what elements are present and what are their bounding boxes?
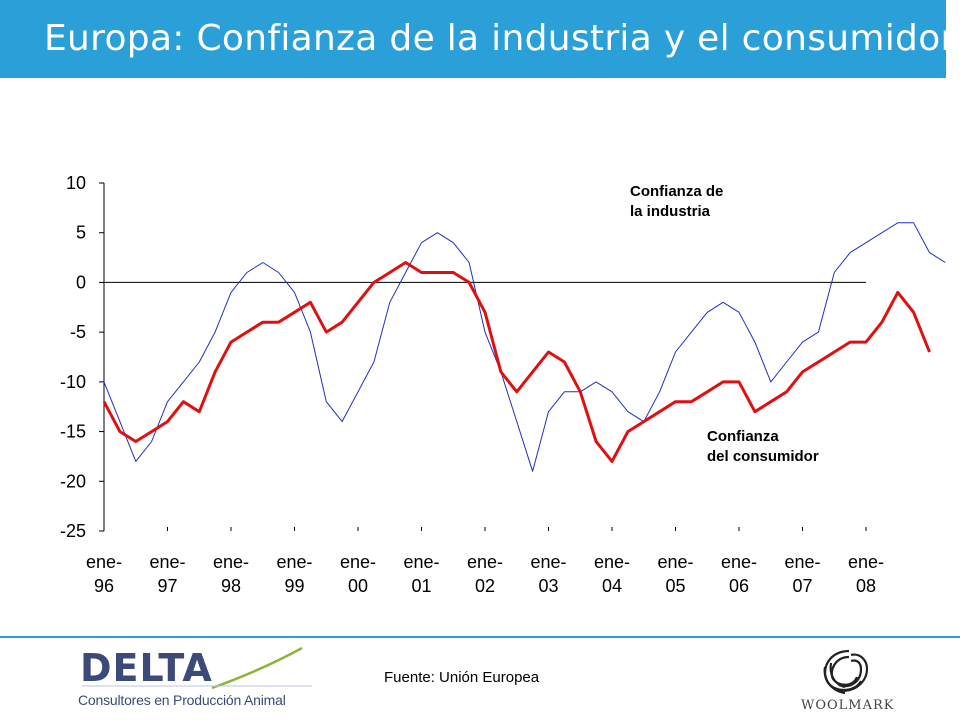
x-tick-label-year: 02 xyxy=(475,576,495,596)
x-tick-label-month: ene- xyxy=(340,552,376,572)
y-tick-label: 5 xyxy=(76,223,86,243)
y-tick-label: 0 xyxy=(76,272,86,292)
line-chart: 1050-5-10-15-20-25ene-96ene-97ene-98ene-… xyxy=(60,173,946,596)
x-tick-label-month: ene- xyxy=(594,552,630,572)
delta-swoosh-graphic xyxy=(82,646,312,690)
x-tick-label-year: 96 xyxy=(94,576,114,596)
x-tick-label-year: 06 xyxy=(729,576,749,596)
x-tick-label-month: ene- xyxy=(721,552,757,572)
y-tick-label: -10 xyxy=(60,372,86,392)
woolmark-logo: WOOLMARK xyxy=(795,645,905,720)
industry-series-label: la industria xyxy=(630,203,711,220)
consumer-confidence-line xyxy=(102,261,931,463)
x-tick-label-year: 99 xyxy=(284,576,304,596)
y-tick-label: 10 xyxy=(66,173,86,193)
y-tick-label: -25 xyxy=(60,521,86,541)
industry-confidence-line xyxy=(103,222,946,472)
x-tick-label-year: 05 xyxy=(665,576,685,596)
delta-logo-subtitle: Consultores en Producción Animal xyxy=(78,692,286,708)
x-tick-label-year: 03 xyxy=(538,576,558,596)
x-tick-label-year: 98 xyxy=(221,576,241,596)
x-tick-label-month: ene- xyxy=(467,552,503,572)
x-tick-label-month: ene- xyxy=(784,552,820,572)
page-title: Europa: Confianza de la industria y el c… xyxy=(44,18,956,59)
x-tick-label-year: 04 xyxy=(602,576,622,596)
footer-divider xyxy=(0,636,960,638)
x-tick-label-month: ene- xyxy=(149,552,185,572)
x-tick-label-month: ene- xyxy=(403,552,439,572)
y-tick-label: -5 xyxy=(70,322,86,342)
y-tick-label: -15 xyxy=(60,422,86,442)
x-tick-label-month: ene- xyxy=(86,552,122,572)
delta-logo: DELTA Consultores en Producción Animal xyxy=(62,640,322,715)
x-tick-label-year: 07 xyxy=(792,576,812,596)
x-tick-label-year: 00 xyxy=(348,576,368,596)
industry-series-label: Confianza de xyxy=(630,183,723,200)
x-tick-label-year: 01 xyxy=(411,576,431,596)
title-bar: Europa: Confianza de la industria y el c… xyxy=(0,0,955,78)
x-tick-label-month: ene- xyxy=(276,552,312,572)
x-tick-label-year: 97 xyxy=(157,576,177,596)
x-tick-label-month: ene- xyxy=(530,552,566,572)
x-tick-label-month: ene- xyxy=(213,552,249,572)
consumer-series-label: del consumidor xyxy=(707,448,819,465)
x-tick-label-month: ene- xyxy=(657,552,693,572)
y-tick-label: -20 xyxy=(60,471,86,491)
x-tick-label-month: ene- xyxy=(848,552,884,572)
delta-logo-name: DELTA xyxy=(80,646,213,690)
x-tick-label-year: 08 xyxy=(856,576,876,596)
consumer-series-label: Confianza xyxy=(707,428,779,445)
woolmark-logo-name: WOOLMARK xyxy=(801,698,895,713)
woolmark-symbol-icon xyxy=(823,649,869,695)
source-note: Fuente: Unión Europea xyxy=(384,669,540,686)
